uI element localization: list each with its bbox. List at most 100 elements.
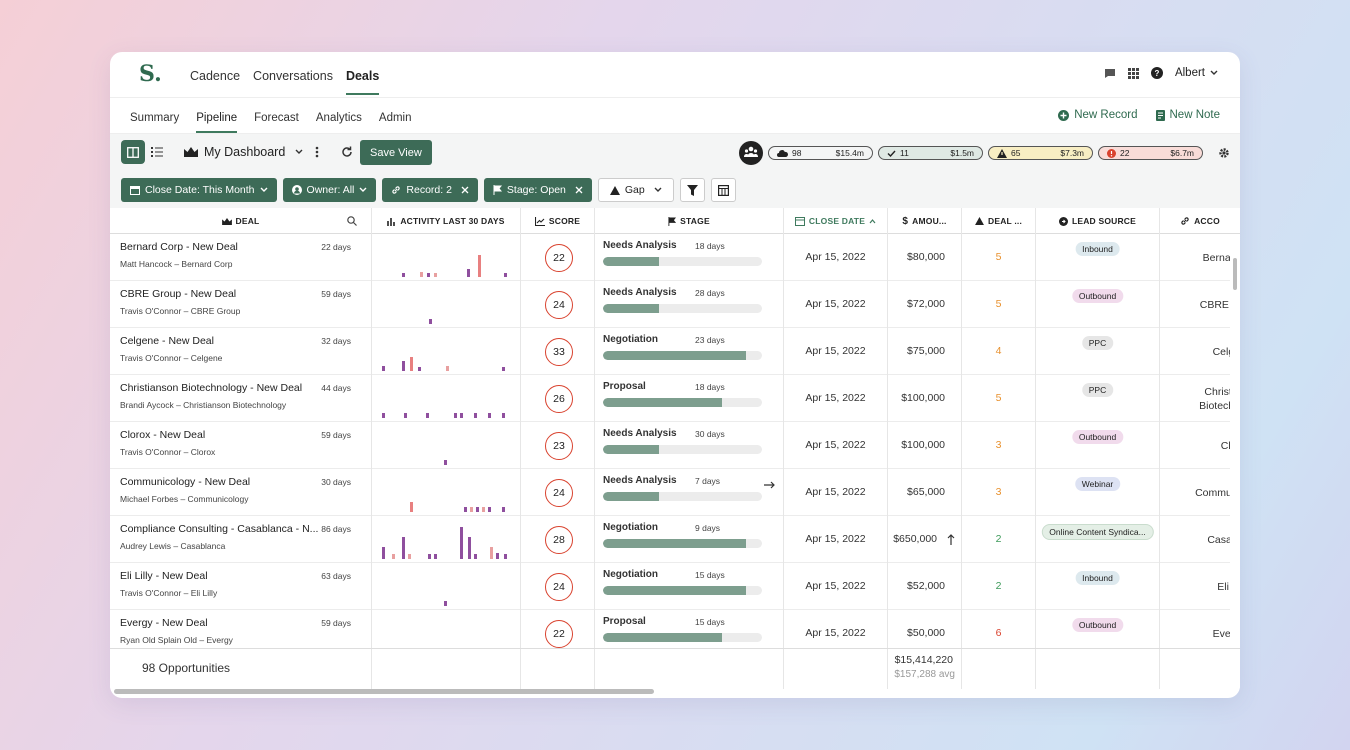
- user-menu[interactable]: Albert: [1175, 67, 1218, 79]
- arrow-right-icon[interactable]: [764, 481, 775, 489]
- board-view-button[interactable]: [121, 140, 145, 164]
- nav-conversations[interactable]: Conversations: [253, 69, 333, 83]
- table-row[interactable]: Communicology - New Deal 30 days Michael F…: [110, 469, 1230, 516]
- col-stage[interactable]: STAGE: [595, 208, 784, 234]
- refresh-icon[interactable]: [341, 146, 353, 158]
- lead-source-cell: Inbound: [1036, 234, 1160, 281]
- activity-bar: [434, 554, 437, 559]
- chat-icon[interactable]: [1104, 68, 1116, 79]
- footer-cell: [784, 649, 888, 689]
- tab-summary[interactable]: Summary: [130, 112, 180, 124]
- deal-name[interactable]: Eli Lilly - New Deal: [120, 570, 208, 582]
- more-vertical-icon[interactable]: [315, 146, 319, 158]
- deal-cell[interactable]: Celgene - New Deal 32 days Travis O'Connor…: [110, 328, 372, 375]
- deal-cell[interactable]: Evergy - New Deal 59 days Ryan Old Splain …: [110, 610, 372, 648]
- col-account[interactable]: ACCO: [1160, 208, 1240, 234]
- help-icon[interactable]: ?: [1150, 67, 1163, 79]
- pill-all[interactable]: 98 $15.4m: [768, 146, 873, 160]
- table-row[interactable]: Compliance Consulting - Casablanca - N..…: [110, 516, 1230, 563]
- activity-bar: [470, 507, 473, 512]
- pill-warning[interactable]: 65 $7.3m: [988, 146, 1093, 160]
- filter-gap[interactable]: Gap: [597, 178, 674, 202]
- col-deal[interactable]: DEAL: [110, 208, 372, 234]
- account-name[interactable]: CBRE G: [1199, 299, 1230, 311]
- pill-count: 11: [900, 148, 909, 158]
- dashboard-selector[interactable]: My Dashboard: [184, 145, 353, 159]
- table-row[interactable]: Bernard Corp - New Deal 22 days Matt Hanco…: [110, 234, 1230, 281]
- account-name[interactable]: Christia Biotechn: [1199, 386, 1230, 412]
- vertical-scrollbar[interactable]: [1233, 258, 1237, 290]
- col-close-date[interactable]: CLOSE DATE: [784, 208, 888, 234]
- team-icon[interactable]: [739, 141, 763, 165]
- amount: $50,000: [907, 627, 945, 639]
- deal-name[interactable]: Bernard Corp - New Deal: [120, 241, 238, 253]
- deal-cell[interactable]: Christianson Biotechnology - New Deal 44 …: [110, 375, 372, 422]
- filter-close-date[interactable]: Close Date: This Month: [121, 178, 277, 202]
- tab-analytics[interactable]: Analytics: [315, 112, 362, 124]
- tab-pipeline[interactable]: Pipeline: [196, 112, 238, 133]
- columns-button[interactable]: [710, 178, 736, 202]
- filter-record[interactable]: Record: 2: [382, 178, 478, 202]
- filter-button[interactable]: [679, 178, 705, 202]
- deal-cell[interactable]: Bernard Corp - New Deal 22 days Matt Hanco…: [110, 234, 372, 281]
- app-logo[interactable]: S.: [139, 61, 162, 87]
- close-date: Apr 15, 2022: [805, 298, 866, 310]
- deal-name[interactable]: Evergy - New Deal: [120, 617, 208, 629]
- col-activity[interactable]: ACTIVITY LAST 30 DAYS: [372, 208, 521, 234]
- list-view-button[interactable]: [145, 140, 169, 164]
- deal-cell[interactable]: Communicology - New Deal 30 days Michael F…: [110, 469, 372, 516]
- funnel-icon: [686, 184, 698, 196]
- search-icon[interactable]: [347, 216, 357, 226]
- tab-forecast[interactable]: Forecast: [254, 112, 299, 124]
- account-name[interactable]: Everg: [1212, 628, 1230, 640]
- table-row[interactable]: Christianson Biotechnology - New Deal 44 …: [110, 375, 1230, 422]
- col-score[interactable]: SCORE: [521, 208, 595, 234]
- pill-on-track[interactable]: 11 $1.5m: [878, 146, 983, 160]
- deal-name[interactable]: Christianson Biotechnology - New Deal: [120, 382, 303, 394]
- settings-gear-icon[interactable]: [1218, 147, 1230, 159]
- filter-stage[interactable]: Stage: Open: [483, 178, 592, 202]
- close-icon[interactable]: [461, 186, 469, 194]
- deal-cell[interactable]: Compliance Consulting - Casablanca - N..…: [110, 516, 372, 563]
- table-row[interactable]: Celgene - New Deal 32 days Travis O'Connor…: [110, 328, 1230, 375]
- col-lead-source[interactable]: LEAD SOURCE: [1036, 208, 1160, 234]
- table-row[interactable]: Evergy - New Deal 59 days Ryan Old Splain …: [110, 610, 1230, 648]
- horizontal-scrollbar[interactable]: [114, 689, 654, 694]
- deal-cell[interactable]: Clorox - New Deal 59 days Travis O'Connor …: [110, 422, 372, 469]
- account-name[interactable]: Clor: [1220, 440, 1230, 452]
- pill-at-risk[interactable]: 22 $6.7m: [1098, 146, 1203, 160]
- stage-progress-bar: [603, 445, 762, 454]
- filter-owner[interactable]: Owner: All: [282, 178, 377, 202]
- dollar-icon: $: [902, 215, 909, 227]
- tab-admin[interactable]: Admin: [378, 112, 412, 124]
- deal-name[interactable]: Clorox - New Deal: [120, 429, 206, 441]
- table-row[interactable]: Clorox - New Deal 59 days Travis O'Connor …: [110, 422, 1230, 469]
- sub-nav: Summary Pipeline Forecast Analytics Admi…: [110, 98, 1240, 134]
- deal-cell[interactable]: Eli Lilly - New Deal 63 days Travis O'Conn…: [110, 563, 372, 610]
- table-row[interactable]: CBRE Group - New Deal 59 days Travis O'Con…: [110, 281, 1230, 328]
- table-row[interactable]: Eli Lilly - New Deal 63 days Travis O'Conn…: [110, 563, 1230, 610]
- account-name[interactable]: Bernard: [1202, 252, 1230, 264]
- col-label: DEAL: [235, 216, 260, 226]
- deal-name[interactable]: Compliance Consulting - Casablanca - N..…: [120, 523, 319, 535]
- apps-grid-icon[interactable]: [1127, 67, 1139, 79]
- deal-name[interactable]: CBRE Group - New Deal: [120, 288, 237, 300]
- save-view-button[interactable]: Save View: [360, 140, 432, 165]
- deal-cell[interactable]: CBRE Group - New Deal 59 days Travis O'Con…: [110, 281, 372, 328]
- close-icon[interactable]: [575, 186, 583, 194]
- col-deal-gap[interactable]: DEAL ...: [962, 208, 1036, 234]
- nav-cadence[interactable]: Cadence: [190, 69, 241, 83]
- new-note-button[interactable]: New Note: [1155, 109, 1220, 121]
- col-amount[interactable]: $ AMOU...: [888, 208, 962, 234]
- account-name[interactable]: Communi: [1195, 487, 1230, 499]
- deal-name[interactable]: Celgene - New Deal: [120, 335, 214, 347]
- account-name[interactable]: Celge: [1212, 346, 1230, 358]
- lead-source-cell: Outbound: [1036, 610, 1160, 648]
- pill-count: 65: [1011, 148, 1021, 158]
- account-name[interactable]: Casabl: [1207, 534, 1230, 546]
- new-record-button[interactable]: New Record: [1058, 109, 1138, 121]
- nav-deals[interactable]: Deals: [345, 69, 380, 95]
- deal-name[interactable]: Communicology - New Deal: [120, 476, 251, 488]
- deal-gap-cell: 2: [962, 563, 1036, 610]
- account-name[interactable]: Eli Li: [1217, 581, 1230, 593]
